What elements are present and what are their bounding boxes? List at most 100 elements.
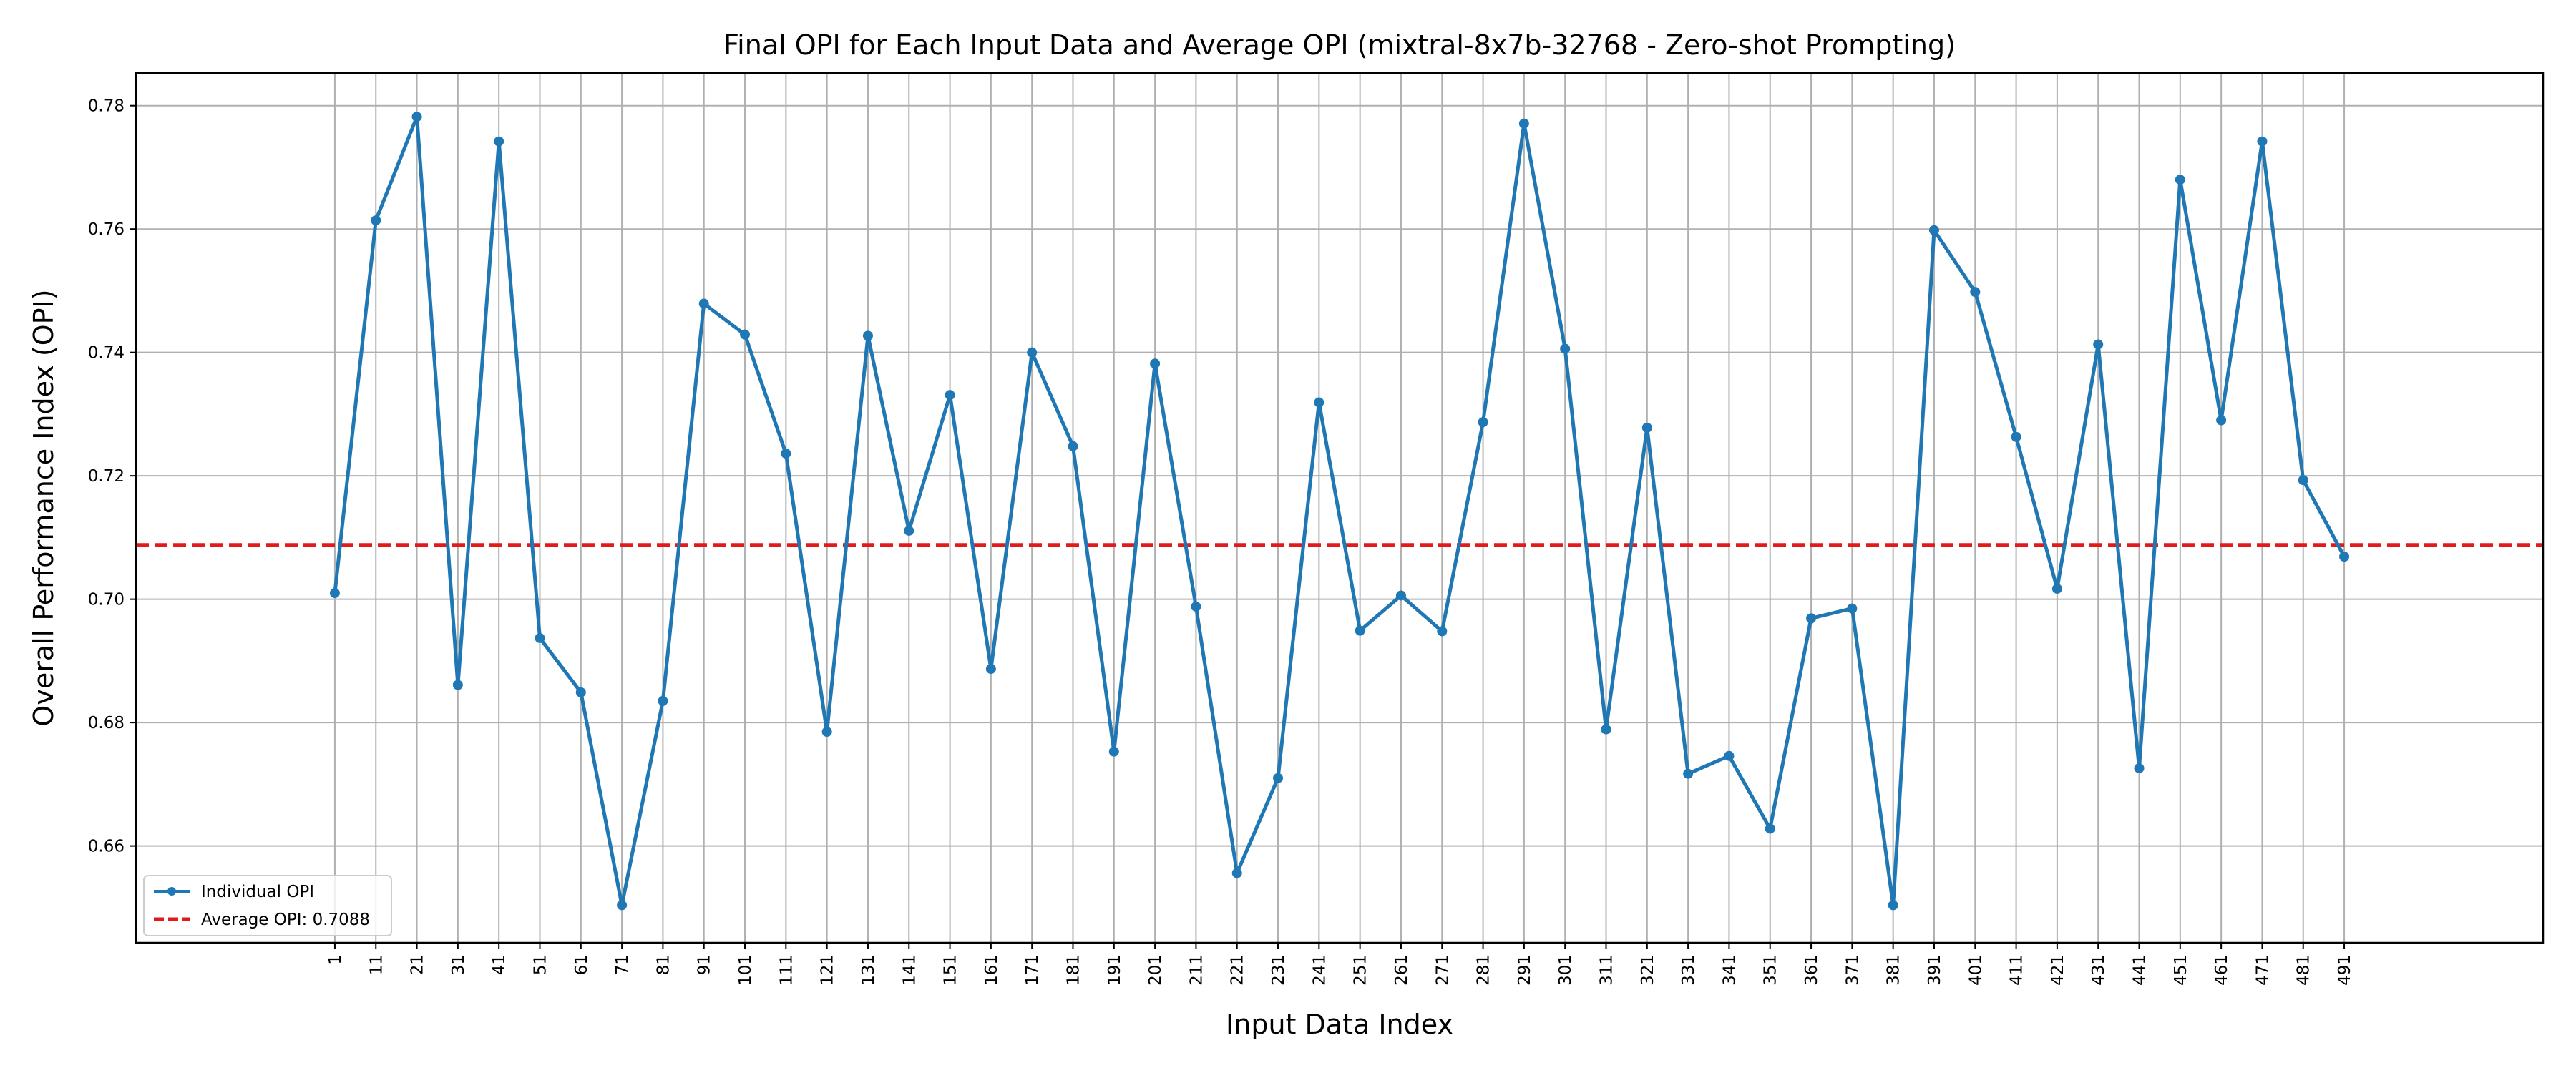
individual-opi-point: [575, 687, 586, 697]
individual-opi-point: [2257, 136, 2268, 147]
individual-opi-point: [1150, 358, 1161, 369]
plot-frame: [135, 72, 2545, 944]
x-tick-label: 441: [2131, 954, 2150, 986]
individual-opi-point: [2134, 763, 2145, 773]
x-tick-label: 111: [777, 954, 796, 986]
individual-opi-point: [1355, 625, 1365, 636]
x-tick-label: 11: [367, 954, 386, 975]
x-tick-label: 331: [1679, 954, 1698, 986]
individual-opi-point: [658, 695, 668, 706]
x-tick-label: 311: [1598, 954, 1616, 986]
individual-opi-point: [904, 525, 914, 536]
x-tick-label: 381: [1885, 954, 1903, 986]
x-tick-label: 461: [2212, 954, 2231, 986]
individual-opi-point: [452, 680, 463, 690]
individual-opi-point: [494, 136, 504, 147]
individual-opi-point: [2093, 339, 2104, 350]
x-tick-label: 291: [1516, 954, 1534, 986]
x-tick-label: 131: [859, 954, 878, 986]
x-tick-label: 141: [900, 954, 919, 986]
individual-opi-point: [698, 298, 709, 309]
x-tick-label: 481: [2295, 954, 2313, 986]
x-tick-label: 231: [1269, 954, 1288, 986]
individual-opi-point: [1314, 397, 1324, 408]
individual-opi-point: [2216, 415, 2227, 426]
individual-opi-point: [821, 727, 832, 738]
individual-opi-point: [1027, 347, 1038, 358]
y-tick-label: 0.78: [88, 97, 125, 116]
x-tick-label: 61: [572, 954, 591, 975]
x-tick-label: 431: [2089, 954, 2108, 986]
x-tick-label: 81: [654, 954, 673, 975]
y-tick-label: 0.66: [88, 838, 125, 856]
individual-opi-point: [2298, 475, 2308, 486]
individual-opi-point: [2011, 431, 2021, 442]
x-tick-label: 211: [1187, 954, 1206, 986]
y-tick-label: 0.76: [88, 220, 125, 239]
legend-series-marker: [167, 887, 176, 896]
x-tick-label: 491: [2336, 954, 2354, 986]
x-tick-label: 21: [409, 954, 427, 975]
individual-opi-point: [1437, 626, 1448, 637]
individual-opi-point: [1888, 900, 1898, 911]
individual-opi-point: [1068, 441, 1078, 451]
x-tick-label: 361: [1802, 954, 1821, 986]
x-tick-label: 321: [1639, 954, 1657, 986]
individual-opi-point: [1847, 603, 1858, 614]
individual-opi-point: [1970, 287, 1981, 298]
x-tick-label: 241: [1310, 954, 1329, 986]
individual-opi-point: [1518, 118, 1529, 129]
individual-opi-point: [411, 112, 422, 122]
y-tick-label: 0.72: [88, 467, 125, 486]
x-tick-label: 401: [1966, 954, 1985, 986]
individual-opi-point: [985, 664, 996, 675]
x-tick-label: 221: [1229, 954, 1247, 986]
x-axis-label: Input Data Index: [1226, 1009, 1453, 1040]
x-tick-label: 281: [1475, 954, 1493, 986]
x-tick-label: 421: [2049, 954, 2067, 986]
individual-opi-point: [2051, 583, 2062, 594]
x-tick-label: 171: [1023, 954, 1042, 986]
individual-opi-point: [1560, 343, 1571, 354]
legend-series-label: Individual OPI: [201, 883, 314, 901]
legend: Individual OPI Average OPI: 0.7088: [143, 875, 392, 936]
y-axis-label: Overall Performance Index (OPI): [28, 289, 59, 726]
legend-average-label: Average OPI: 0.7088: [201, 911, 370, 929]
y-axis-ticks: 0.66 0.68 0.70 0.72 0.74 0.76 0.78: [88, 97, 136, 856]
x-tick-label: 451: [2172, 954, 2190, 986]
chart-title: Final OPI for Each Input Data and Averag…: [723, 29, 1956, 61]
x-tick-label: 151: [942, 954, 960, 986]
individual-opi-point: [1683, 768, 1694, 779]
individual-opi-point: [329, 588, 340, 599]
individual-opi-point: [781, 449, 791, 459]
series-layer: [329, 112, 2350, 911]
x-tick-label: 251: [1352, 954, 1370, 986]
x-tick-label: 341: [1720, 954, 1739, 986]
individual-opi-point: [1724, 750, 1735, 761]
legend-box: [143, 875, 392, 936]
individual-opi-point: [1478, 417, 1488, 428]
y-tick-label: 0.68: [88, 714, 125, 733]
grid-layer: [136, 73, 2543, 943]
x-tick-label: 161: [982, 954, 1001, 986]
individual-opi-point: [862, 330, 873, 341]
individual-opi-point: [1806, 613, 1817, 624]
x-tick-label: 1: [326, 954, 345, 965]
x-tick-label: 301: [1556, 954, 1575, 986]
individual-opi-point: [740, 329, 751, 340]
individual-opi-point: [1191, 601, 1201, 612]
individual-opi-point: [1641, 422, 1652, 433]
individual-opi-point: [1108, 746, 1119, 757]
individual-opi-point: [1928, 225, 1939, 235]
x-tick-label: 31: [449, 954, 468, 975]
individual-opi-point: [535, 632, 545, 643]
x-tick-label: 391: [1926, 954, 1944, 986]
x-tick-label: 51: [531, 954, 550, 975]
x-tick-label: 351: [1762, 954, 1780, 986]
y-tick-label: 0.70: [88, 591, 125, 609]
x-tick-label: 41: [490, 954, 509, 975]
x-tick-label: 121: [819, 954, 837, 986]
individual-opi-point: [617, 900, 628, 911]
individual-opi-point: [1601, 724, 1611, 735]
